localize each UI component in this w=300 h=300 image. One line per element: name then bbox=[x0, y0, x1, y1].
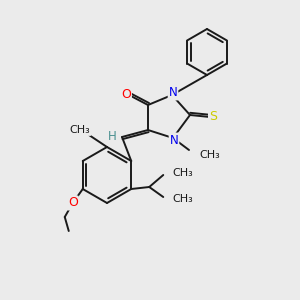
Text: H: H bbox=[108, 130, 116, 142]
Text: CH₃: CH₃ bbox=[172, 168, 193, 178]
Text: CH₃: CH₃ bbox=[172, 194, 193, 204]
Text: CH₃: CH₃ bbox=[70, 125, 90, 135]
Text: CH₃: CH₃ bbox=[199, 150, 220, 160]
Text: O: O bbox=[68, 196, 78, 209]
Text: N: N bbox=[169, 86, 177, 100]
Text: N: N bbox=[169, 134, 178, 146]
Text: S: S bbox=[209, 110, 217, 124]
Text: O: O bbox=[121, 88, 131, 100]
